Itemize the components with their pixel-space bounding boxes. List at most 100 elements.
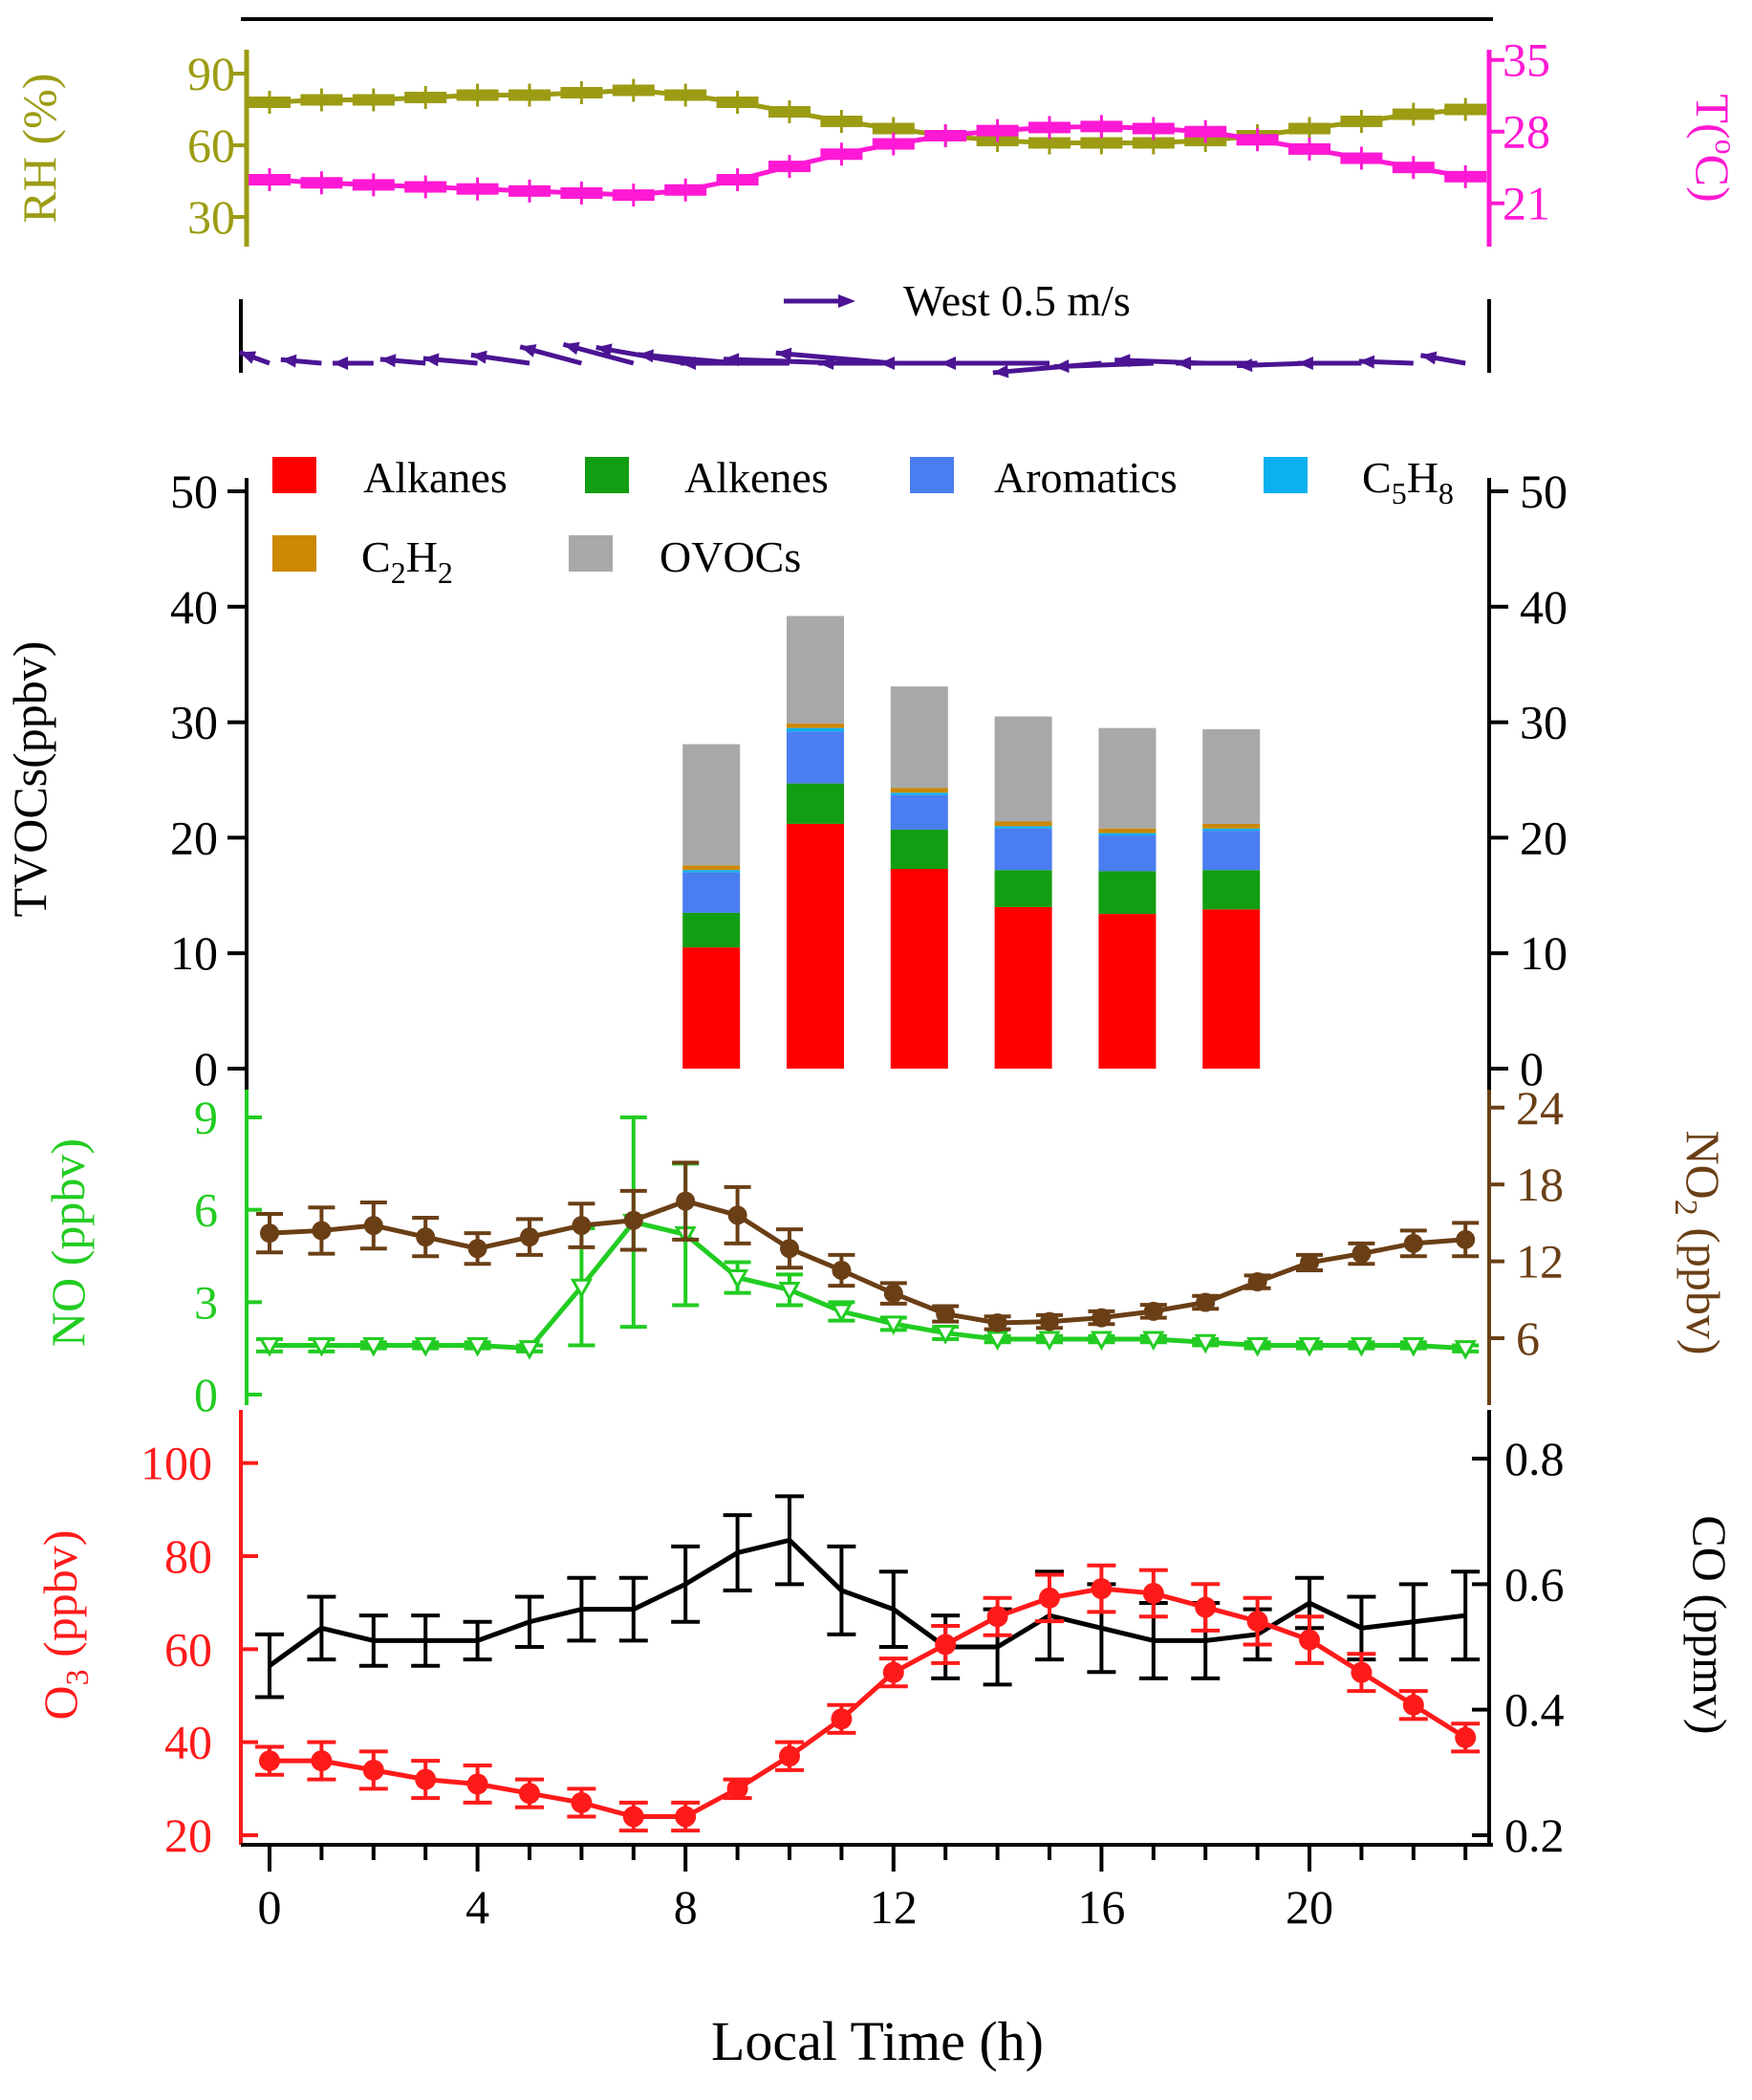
bar-ovocs <box>1202 728 1261 824</box>
no2-point <box>676 1191 696 1211</box>
wind-arrowhead <box>333 357 349 370</box>
y-tick-label: 40 <box>1520 580 1568 634</box>
no-point <box>1402 1336 1425 1357</box>
y-tick-label: 20 <box>164 1808 212 1862</box>
temp-title-end: C) <box>1686 155 1740 203</box>
y-tick-label: 0.6 <box>1504 1557 1565 1611</box>
no2-point <box>727 1205 747 1225</box>
y-tick-label: 0 <box>1520 1042 1544 1095</box>
o3-point <box>935 1634 957 1656</box>
bar-c2h2 <box>682 865 741 871</box>
no-axis-title: NO (ppbv) <box>41 1138 95 1347</box>
bar-c2h2 <box>1098 828 1157 834</box>
bar-alkenes <box>890 829 948 870</box>
y-tick-label: 90 <box>187 47 235 100</box>
c5h8-sub1: 5 <box>1392 476 1407 510</box>
o3-point <box>882 1661 904 1683</box>
wind-legend: West 0.5 m/s <box>784 276 1131 325</box>
temp-title-main: T( <box>1686 94 1740 139</box>
bar-c5h8 <box>1202 828 1261 832</box>
no-point <box>986 1331 1009 1352</box>
no-point <box>258 1336 281 1357</box>
wind-arrowhead <box>992 364 1009 379</box>
o3-axis-title: O3 (ppbv) <box>33 1530 96 1721</box>
no2-point <box>987 1312 1007 1332</box>
no-point <box>570 1278 593 1299</box>
o3-axis-ticks: 20 40 60 80 100 <box>141 1437 258 1862</box>
y-tick-label: 6 <box>194 1183 218 1237</box>
temp-series <box>249 115 1487 207</box>
c2h2-h: H <box>406 532 438 581</box>
no2-point <box>780 1239 799 1259</box>
y-tick-label: 0.4 <box>1504 1683 1565 1737</box>
wind-arrowhead <box>775 347 792 361</box>
legend-label-aromatics: Aromatics <box>994 453 1178 502</box>
o3-point <box>986 1606 1008 1628</box>
x-tick-label: 16 <box>1077 1880 1125 1934</box>
o3-series <box>255 1563 1481 1833</box>
bar-alkanes <box>682 947 741 1069</box>
y-tick-label: 40 <box>164 1716 212 1769</box>
tvocs-axis-ticks: 0 0 10 10 20 20 30 30 40 40 50 50 <box>170 465 1568 1095</box>
o3-point <box>726 1778 748 1800</box>
bar-alkanes <box>1098 914 1157 1069</box>
rh-line <box>269 87 1466 145</box>
no-point <box>1194 1333 1217 1354</box>
y-tick-label: 60 <box>187 119 235 172</box>
wind-arrowhead <box>638 349 655 363</box>
y-tick-label: 20 <box>170 811 218 864</box>
bar-c2h2 <box>994 821 1052 827</box>
bar-c2h2 <box>890 788 948 793</box>
no-point <box>414 1336 437 1357</box>
x-tick-label: 0 <box>258 1880 282 1934</box>
wind-legend-label: West 0.5 m/s <box>903 276 1131 325</box>
bar-alkanes <box>890 869 948 1069</box>
x-tick-label: 8 <box>674 1880 698 1934</box>
temp-title-degree: o <box>1709 140 1743 155</box>
legend-swatch-alkanes <box>272 457 316 493</box>
y-tick-label: 28 <box>1503 105 1550 159</box>
wind-arrowhead <box>941 357 956 370</box>
t-line <box>269 123 1466 198</box>
no2-point <box>883 1284 903 1304</box>
o3-point <box>622 1806 644 1828</box>
wind-panel: West 0.5 m/s <box>238 276 1491 379</box>
wind-arrowhead <box>1420 351 1438 365</box>
y-tick-label: 12 <box>1516 1235 1564 1288</box>
wind-arrowhead <box>818 357 834 370</box>
o3-point <box>519 1783 540 1805</box>
no-series <box>256 1115 1480 1360</box>
bar-aromatics <box>682 872 741 913</box>
x-tick-label: 20 <box>1286 1880 1333 1934</box>
y-tick-label: 21 <box>1503 177 1550 230</box>
legend-swatch-alkenes <box>585 457 629 493</box>
no-point <box>466 1336 489 1357</box>
o3-point <box>571 1791 593 1813</box>
bar-aromatics <box>1098 834 1157 872</box>
o3-point <box>831 1708 853 1730</box>
o3-line <box>270 1586 1467 1820</box>
y-tick-label: 50 <box>1520 465 1568 518</box>
no-point <box>362 1336 385 1357</box>
o3-point <box>1142 1582 1164 1604</box>
no-point <box>934 1325 957 1345</box>
bar-alkanes <box>1202 909 1261 1069</box>
c2h2-sub1: 2 <box>391 555 406 590</box>
y-tick-label: 0.8 <box>1504 1432 1565 1485</box>
wind-vector <box>1053 360 1154 370</box>
wind-arrowhead <box>1176 357 1192 370</box>
no-point <box>1454 1340 1477 1360</box>
legend-swatch-ovocs <box>569 535 613 572</box>
wind-arrowhead <box>1297 357 1313 370</box>
bar-c5h8 <box>787 727 844 732</box>
no2-point <box>363 1216 383 1236</box>
no2-point <box>1300 1252 1319 1272</box>
no2-point <box>312 1221 332 1241</box>
o3-point <box>1299 1629 1320 1651</box>
no2-point <box>520 1227 539 1247</box>
bar-alkenes <box>1098 871 1157 915</box>
tvocs-panel: 0 0 10 10 20 20 30 30 40 40 50 50 TVOCs(ppbv) Alkan… <box>3 453 1568 1095</box>
legend-label-alkenes: Alkenes <box>684 453 829 502</box>
c2h2-c: C <box>361 532 391 581</box>
tvocs-axis-title: TVOCs(ppbv) <box>3 641 56 918</box>
